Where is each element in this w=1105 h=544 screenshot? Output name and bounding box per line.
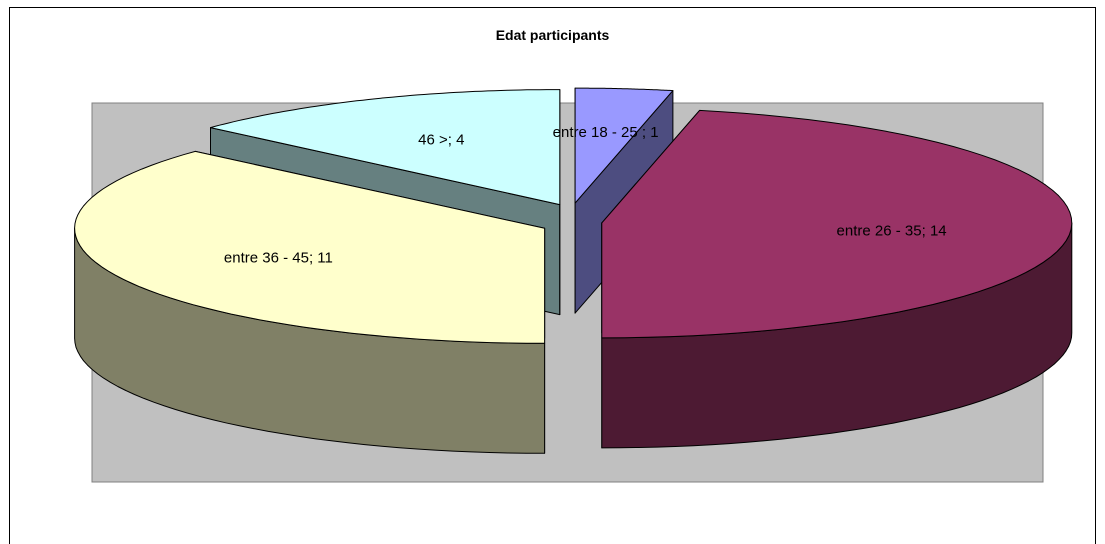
slice-top: [74, 150, 546, 344]
pie-slices: [74, 87, 1073, 454]
slice-top: [574, 87, 674, 204]
slice-labels: entre 18 - 25 ; 1 entre 26 - 35; 14 entre …: [224, 124, 947, 266]
slice-label-2: entre 36 - 45; 11: [224, 249, 333, 266]
slice-top: [601, 109, 1073, 339]
pie-slice-2: [74, 150, 546, 454]
slice-top: [210, 89, 561, 206]
slice-label-0: entre 18 - 25 ; 1: [553, 124, 659, 141]
slice-label-3: 46 >; 4: [418, 131, 464, 148]
chart-title: Edat participants: [495, 27, 610, 43]
pie-slice-1: [601, 109, 1073, 449]
slice-label-1: entre 26 - 35; 14: [837, 222, 947, 239]
